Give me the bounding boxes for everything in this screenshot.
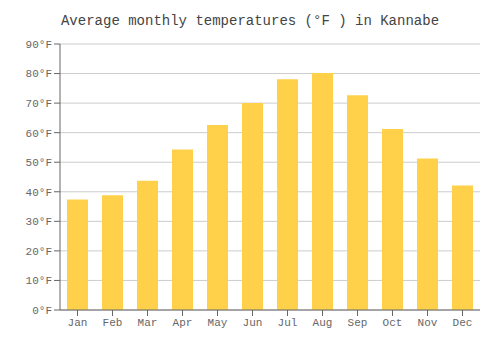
svg-text:Mar: Mar — [138, 317, 158, 329]
html-text:Average monthly temperatures (: Average monthly temperatures (°F ) in Ka… — [61, 13, 439, 29]
svg-text:Aug: Aug — [313, 317, 333, 329]
svg-text:Jul: Jul — [278, 317, 298, 329]
svg-text:90°F: 90°F — [26, 39, 52, 51]
svg-text:0°F: 0°F — [32, 305, 52, 317]
svg-text:20°F: 20°F — [26, 246, 52, 258]
svg-text:Dec: Dec — [453, 317, 473, 329]
svg-text:Feb: Feb — [103, 317, 123, 329]
svg-text:50°F: 50°F — [26, 157, 52, 169]
svg-text:10°F: 10°F — [26, 275, 52, 287]
svg-text:Nov: Nov — [418, 317, 438, 329]
svg-text:80°F: 80°F — [26, 68, 52, 80]
svg-text:May: May — [208, 317, 228, 329]
svg-text:Jan: Jan — [68, 317, 88, 329]
svg-text:30°F: 30°F — [26, 216, 52, 228]
svg-text:60°F: 60°F — [26, 128, 52, 140]
svg-text:70°F: 70°F — [26, 98, 52, 110]
svg-text:Apr: Apr — [173, 317, 193, 329]
svg-text:Jun: Jun — [243, 317, 263, 329]
svg-text:40°F: 40°F — [26, 187, 52, 199]
svg-text:Oct: Oct — [383, 317, 403, 329]
svg-text:Sep: Sep — [348, 317, 368, 329]
